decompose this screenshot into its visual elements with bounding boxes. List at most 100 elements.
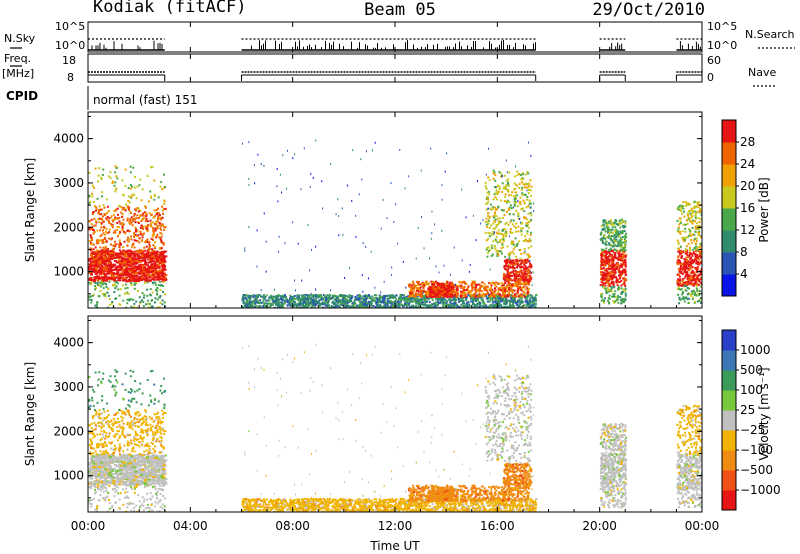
power-cell: [250, 301, 253, 304]
power-cell: [98, 213, 101, 216]
power-cell: [89, 267, 93, 270]
power-cell: [106, 267, 110, 270]
power-cell: [358, 299, 361, 302]
power-cell: [468, 304, 471, 307]
power-cell: [515, 230, 518, 233]
power-cell: [119, 303, 122, 306]
power-cell: [477, 301, 480, 304]
power-cell: [471, 287, 474, 290]
power-cell: [147, 248, 150, 251]
power-cell: [159, 227, 162, 230]
power-cell: [321, 301, 324, 304]
power-cell: [103, 262, 107, 265]
power-cell: [154, 227, 157, 230]
power-cell: [348, 266, 350, 269]
power-cell: [498, 282, 501, 285]
power-cell: [370, 299, 373, 302]
power-cell: [498, 217, 501, 220]
power-cell: [506, 294, 509, 297]
power-cell: [336, 305, 339, 308]
power-cell: [101, 283, 104, 286]
power-cell: [475, 291, 478, 294]
power-cell: [357, 306, 360, 308]
power-cell: [106, 272, 110, 275]
power-cell: [498, 232, 501, 235]
power-cell: [503, 260, 506, 263]
power-cell: [125, 273, 129, 276]
power-cell: [442, 298, 445, 301]
power-cell: [433, 303, 436, 306]
power-cell: [121, 208, 124, 211]
power-cell: [519, 301, 522, 304]
power-cell: [96, 254, 100, 257]
power-cell: [305, 302, 308, 305]
power-cell: [153, 198, 156, 201]
power-cell: [428, 296, 431, 299]
power-cell: [318, 295, 321, 298]
power-cell: [282, 154, 284, 157]
power-cell: [283, 294, 286, 297]
power-cell: [264, 304, 267, 307]
power-cell: [289, 304, 292, 307]
power-cell: [162, 243, 165, 246]
power-cell: [97, 261, 101, 264]
power-cell: [499, 220, 502, 223]
power-cell: [135, 217, 138, 220]
power-cell: [467, 292, 470, 295]
power-cell: [489, 298, 492, 301]
power-cell: [527, 280, 530, 283]
power-cell: [251, 302, 254, 305]
power-cell: [157, 217, 160, 220]
power-cell: [412, 300, 415, 303]
power-cell: [294, 279, 296, 282]
power-cell: [278, 235, 280, 238]
power-cell: [116, 271, 120, 274]
power-cell: [157, 215, 160, 218]
power-cell: [107, 259, 111, 262]
power-cell: [508, 281, 511, 284]
power-cell: [305, 298, 308, 301]
power-cell: [113, 256, 117, 259]
power-cell: [497, 223, 500, 226]
power-cell: [105, 283, 108, 286]
power-cell: [333, 306, 336, 308]
power-cell: [502, 277, 505, 280]
power-cell: [510, 194, 513, 197]
power-cell: [454, 283, 456, 286]
power-cell: [135, 253, 139, 256]
power-cell: [244, 303, 247, 306]
power-cell: [116, 229, 119, 232]
power-cell: [419, 290, 422, 293]
power-cell: [434, 280, 437, 283]
power-cell: [399, 300, 402, 303]
power-cell: [143, 268, 147, 271]
power-cell: [335, 213, 337, 216]
power-cell: [495, 186, 497, 189]
power-cell: [107, 288, 110, 291]
power-cell: [312, 299, 315, 302]
power-cell: [160, 181, 163, 184]
power-cell: [136, 306, 139, 308]
power-cell: [505, 179, 508, 182]
power-cell: [143, 257, 147, 260]
power-cell: [504, 228, 507, 231]
power-cell: [97, 253, 101, 256]
power-cell: [394, 296, 397, 299]
power-cell: [88, 257, 92, 260]
cpid-value: normal (fast) 151: [93, 93, 197, 107]
power-cell: [160, 218, 163, 221]
power-cell: [284, 295, 287, 298]
power-cell: [493, 219, 496, 222]
power-cell: [312, 176, 314, 179]
power-cell: [129, 265, 133, 268]
power-cell: [429, 289, 433, 292]
power-cell: [399, 294, 402, 297]
power-cell: [121, 262, 125, 265]
power-cell: [527, 172, 530, 175]
power-cell: [517, 172, 520, 175]
power-cell: [516, 289, 519, 292]
power-cell: [442, 285, 446, 288]
power-cell: [277, 303, 280, 306]
power-cell: [413, 306, 416, 308]
power-cell: [436, 291, 440, 294]
